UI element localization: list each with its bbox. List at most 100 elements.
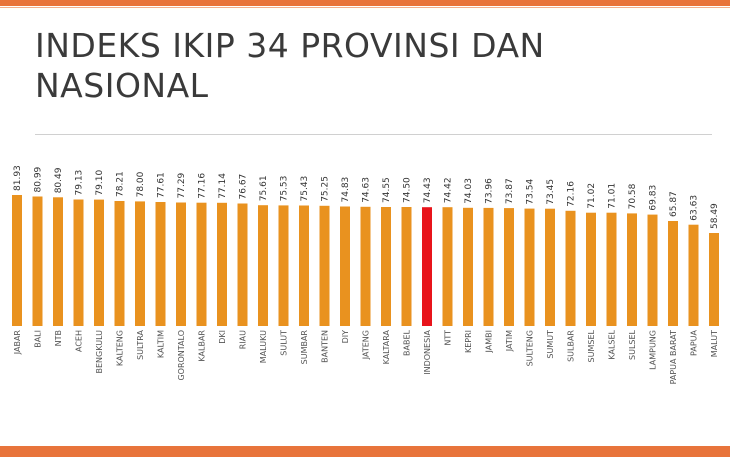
- title-line-2: NASIONAL: [35, 66, 209, 105]
- bar-jateng: [360, 206, 371, 326]
- value-label: 74.55: [382, 177, 392, 203]
- value-label: 77.61: [157, 172, 167, 198]
- value-label: 58.49: [710, 203, 720, 229]
- title-divider: [35, 134, 712, 135]
- category-label: KALTARA: [382, 329, 391, 364]
- bar-riau: [237, 203, 248, 326]
- category-label: JATENG: [362, 330, 371, 360]
- category-label: LAMPUNG: [649, 330, 658, 370]
- category-label: PAPUA BARAT: [669, 330, 678, 385]
- bar-sulsel: [627, 213, 637, 326]
- category-label: BABEL: [403, 329, 412, 356]
- category-label: SUMBAR: [300, 330, 309, 365]
- bar-sulbar: [565, 210, 576, 326]
- category-label: SULSEL: [628, 329, 637, 360]
- category-label: DIY: [341, 330, 350, 344]
- value-label: 75.25: [321, 176, 331, 202]
- value-label: 77.16: [198, 173, 208, 199]
- title-line-1: INDEKS IKIP 34 PROVINSI DAN: [35, 26, 545, 65]
- bar-aceh: [73, 199, 84, 326]
- bar-ntb: [53, 197, 63, 326]
- category-label: RIAU: [239, 330, 248, 349]
- value-label: 73.87: [505, 178, 515, 204]
- category-label: ACEH: [75, 330, 84, 352]
- bar-malut: [709, 233, 719, 326]
- bar-indonesia: [422, 207, 432, 326]
- category-label: SULUT: [280, 330, 289, 356]
- value-label: 74.03: [464, 178, 474, 204]
- bar-sulut: [278, 205, 289, 326]
- bar-papua: [688, 224, 699, 326]
- value-label: 79.10: [95, 170, 105, 196]
- bar-banten: [319, 205, 330, 326]
- category-label: SULTRA: [136, 329, 145, 359]
- value-label: 74.50: [403, 177, 413, 203]
- bar-sultra: [135, 201, 145, 326]
- value-label: 71.02: [587, 183, 597, 209]
- category-label: JATIM: [505, 330, 514, 352]
- value-label: 77.14: [218, 173, 228, 199]
- bar-jambi: [483, 207, 494, 326]
- category-label: KALSEL: [608, 329, 617, 359]
- category-label: SUMSEL: [587, 329, 596, 362]
- value-label: 76.67: [239, 174, 249, 200]
- category-label: KALTIM: [157, 330, 166, 358]
- value-label: 80.99: [34, 166, 44, 192]
- bar-jatim: [504, 208, 514, 326]
- category-label: NTB: [54, 330, 63, 346]
- bar-dki: [217, 202, 227, 326]
- bottom-accent-bar: [0, 446, 730, 457]
- bar-maluku: [258, 205, 268, 326]
- bar-sumut: [545, 208, 555, 326]
- top-accent-line: [0, 7, 730, 8]
- value-label: 75.61: [259, 175, 269, 201]
- value-label: 81.93: [13, 165, 23, 191]
- category-label: SULBAR: [567, 330, 576, 362]
- bar-lampung: [647, 214, 658, 326]
- value-label: 74.83: [341, 177, 351, 203]
- value-label: 71.01: [608, 183, 618, 209]
- bar-kaltim: [155, 202, 166, 326]
- value-label: 73.96: [485, 178, 495, 204]
- category-label: KEPRI: [464, 330, 473, 353]
- category-label: MALUKU: [259, 330, 268, 363]
- category-label: JABAR: [13, 330, 22, 356]
- bar-babel: [401, 207, 412, 326]
- category-label: BALI: [34, 330, 43, 348]
- bar-sulteng: [524, 208, 535, 326]
- value-label: 74.43: [423, 177, 433, 203]
- value-label: 70.58: [628, 183, 638, 209]
- bar-kalbar: [196, 202, 207, 326]
- category-label: SULTENG: [526, 330, 535, 366]
- category-label: KALBAR: [198, 330, 207, 362]
- bar-kalsel: [606, 212, 617, 326]
- value-label: 77.29: [177, 172, 187, 198]
- category-label: JAMBI: [485, 330, 494, 353]
- bar-bengkulu: [94, 199, 104, 326]
- category-label: SUMUT: [546, 330, 555, 359]
- value-label: 69.83: [649, 185, 659, 211]
- category-label: MALUT: [710, 330, 719, 357]
- value-label: 78.21: [116, 171, 126, 197]
- bar-kalteng: [114, 201, 125, 326]
- value-label: 65.87: [669, 191, 679, 217]
- category-label: BANTEN: [321, 330, 330, 363]
- bar-jabar: [12, 195, 22, 326]
- category-label: BENGKULU: [95, 330, 104, 374]
- value-label: 73.45: [546, 179, 556, 205]
- category-label: KALTENG: [116, 330, 125, 366]
- value-label: 79.13: [75, 170, 85, 196]
- value-label: 78.00: [136, 171, 146, 197]
- value-label: 74.42: [444, 177, 454, 203]
- top-accent-bar: [0, 0, 730, 6]
- value-label: 63.63: [690, 195, 700, 221]
- category-label: NTT: [444, 330, 453, 346]
- bar-gorontalo: [176, 202, 186, 326]
- category-label: PAPUA: [690, 329, 699, 355]
- bar-kaltara: [381, 207, 391, 326]
- bar-bali: [32, 196, 43, 326]
- bar-diy: [340, 206, 350, 326]
- category-label: INDONESIA: [423, 329, 432, 374]
- category-label: GORONTALO: [177, 330, 186, 381]
